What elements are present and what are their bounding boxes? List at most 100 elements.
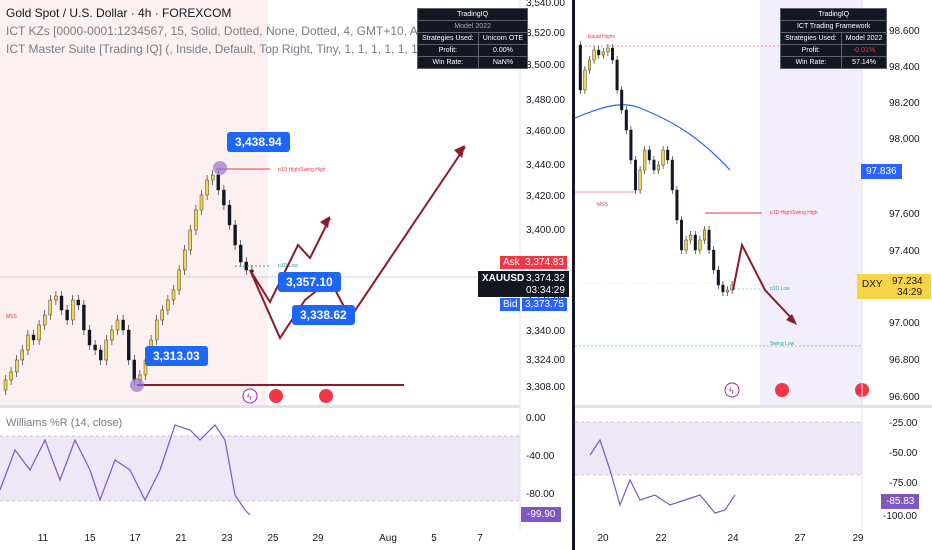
- gold-price-tick: 3,440.00: [526, 160, 565, 171]
- gold-time-axis[interactable]: 11 15 17 21 23 25 29 Aug 5 7: [38, 533, 483, 544]
- dxy-candle-body: [679, 219, 683, 251]
- dxy-candle-body: [615, 59, 619, 91]
- candle-body: [82, 304, 86, 331]
- candle-body: [171, 289, 176, 301]
- dxy-candle-body: [675, 189, 679, 221]
- gold-price-tick: 3,480.00: [526, 95, 565, 106]
- candle-body: [121, 319, 125, 331]
- osc-axis-0: 0.00: [526, 413, 546, 424]
- candle-body: [160, 309, 165, 321]
- dxy-candle-body: [725, 289, 729, 293]
- dxy-candle-body: [629, 129, 633, 161]
- dxy-candle-body: [721, 284, 725, 293]
- gold-time-tick: 23: [221, 533, 233, 544]
- projection-arrow-2: [249, 146, 466, 341]
- candle-body: [9, 371, 13, 381]
- candle-body: [126, 329, 131, 361]
- us-flag-event-icon[interactable]: [269, 389, 283, 403]
- xauusd-price-tag[interactable]: XAUUSD 3,374.32 03:34:29: [478, 271, 569, 297]
- dxy-candle-body: [592, 49, 596, 61]
- dxy-candle-body: [652, 159, 656, 171]
- pane-divider[interactable]: [572, 0, 575, 550]
- dxy-time-tick: 24: [727, 533, 739, 544]
- gold-price-axis[interactable]: 3,540.00 3,520.00 3,500.00 3,480.00 3,460.00…: [526, 0, 565, 393]
- dxy-price-tick: 97.400: [889, 246, 920, 257]
- ict-kz-indicator-legend[interactable]: ICT KZs [0000-0001:1234567, 15, Solid, D…: [6, 24, 511, 38]
- ask-quote[interactable]: Ask 3,374.83: [500, 256, 568, 270]
- dxy-price-tick: 97.600: [889, 209, 920, 220]
- gold-time-tick: 17: [129, 533, 141, 544]
- table-strategies-label: Strategies Used:: [417, 32, 479, 45]
- right-p1d-low-label: p1D Low: [770, 286, 790, 292]
- right-mss-label: MSS: [597, 202, 609, 208]
- candle-body: [54, 295, 58, 301]
- dxy-candle-body: [684, 239, 688, 251]
- dxy-candle-body: [689, 234, 693, 241]
- candle-body: [166, 299, 170, 311]
- gold-chart[interactable]: p1D High/Swing High MSS p1D Low ϟ 3,540.…: [0, 0, 572, 550]
- candle-body: [110, 329, 114, 341]
- moving-average-line: [575, 104, 731, 171]
- candle-body: [43, 314, 47, 326]
- gold-time-tick: 25: [267, 533, 279, 544]
- candle-body: [98, 349, 103, 361]
- candle-body: [205, 179, 209, 196]
- ict-master-indicator-legend[interactable]: ICT Master Suite [Trading IQ] (, Inside,…: [6, 42, 511, 56]
- gold-time-tick: 15: [84, 533, 96, 544]
- dxy-candle-body: [638, 169, 642, 191]
- retest-callout: 3,357.10: [278, 272, 341, 292]
- dxy-candle-body: [656, 164, 660, 171]
- gold-time-tick: 11: [38, 533, 49, 544]
- dxy-candle-body: [716, 269, 720, 286]
- candle-body: [65, 309, 69, 321]
- dxy-candle-body: [712, 249, 716, 271]
- dxy-candle-body: [624, 109, 628, 131]
- osc-axis-40: -40.00: [526, 451, 555, 462]
- dxy-osc-axis-25: -25.00: [889, 418, 918, 429]
- gold-price-tick: 3,357.00: [526, 292, 565, 303]
- dxy-chart[interactable]: Equal Highs MSS p1D High/Swing High p1D …: [575, 0, 932, 550]
- gold-price-tick: 3,420.00: [526, 191, 565, 202]
- projection-arrow-1: [249, 217, 331, 305]
- dxy-price-tick: 98.000: [889, 134, 920, 145]
- bid-quote[interactable]: Bid 3,373.75: [500, 298, 568, 312]
- dxy-price-tick: 96.800: [889, 355, 920, 366]
- dxy-williams-value: -85.83: [881, 494, 920, 509]
- dxy-lightning-icon[interactable]: [724, 382, 740, 398]
- dxy-candle-body: [634, 159, 638, 191]
- dxy-candle-body: [670, 159, 674, 191]
- lightning-event-icon[interactable]: [242, 388, 258, 404]
- candle-body: [216, 174, 221, 191]
- candle-body: [104, 339, 109, 361]
- candle-body: [3, 379, 8, 391]
- candle-body: [210, 174, 215, 181]
- dxy-us-flag-icon[interactable]: [775, 383, 789, 397]
- gold-price-tick: 3,400.00: [526, 225, 565, 236]
- gold-price-tick: 3,520.00: [526, 28, 565, 39]
- dxy-symbol-legend[interactable]: U.S. Dollar Index · 4h · TVC: [582, 10, 719, 22]
- williams-r-legend[interactable]: Williams %R (14, close): [6, 417, 123, 429]
- candle-body: [93, 344, 97, 351]
- candle-body: [188, 229, 193, 251]
- candle-body: [48, 299, 52, 316]
- dxy-candle-body: [666, 149, 670, 161]
- dxy-time-axis[interactable]: 20 22 24 27 29: [597, 533, 864, 544]
- candle-body: [199, 194, 204, 211]
- dxy-price-tick: 98.200: [889, 98, 920, 109]
- candle-body: [26, 334, 30, 351]
- table-model: Model 2022: [416, 20, 529, 33]
- dxy-time-tick: 22: [655, 533, 667, 544]
- dxy-table-subtitle: ICT Trading Framework: [779, 20, 888, 33]
- dxy-price-axis[interactable]: 98.600 98.400 98.200 98.000 97.600 97.400 97.0…: [889, 26, 920, 403]
- williams-r-value: -99.90: [521, 507, 562, 522]
- dxy-time-tick: 27: [794, 533, 806, 544]
- candle-body: [31, 334, 36, 341]
- dxy-price-tag[interactable]: DXY 97.234 34:29: [857, 274, 931, 299]
- gold-symbol-legend[interactable]: Gold Spot / U.S. Dollar · 4h · FOREXCOM: [6, 6, 232, 20]
- candle-body: [70, 299, 75, 321]
- dxy-time-tick: 29: [852, 533, 864, 544]
- us-flag-event-icon-2[interactable]: [319, 389, 333, 403]
- swing-high-marker: [213, 161, 227, 175]
- dxy-candle-body: [698, 239, 702, 251]
